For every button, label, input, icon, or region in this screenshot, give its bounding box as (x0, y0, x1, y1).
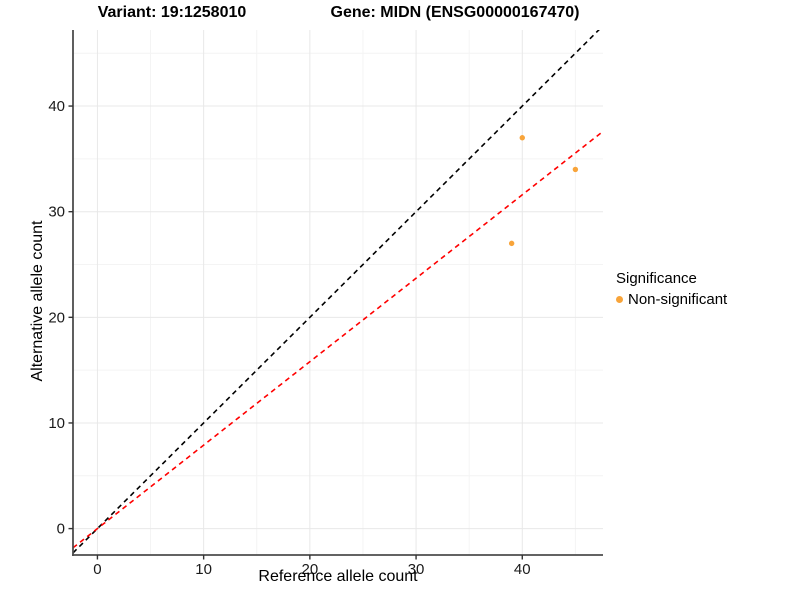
data-point (519, 135, 525, 141)
data-point (508, 240, 515, 247)
y-tick-label: 30 (48, 204, 65, 221)
legend-item: Non-significant (616, 291, 727, 308)
y-axis-title: Alternative allele count (29, 220, 46, 382)
y-tick-label: 40 (48, 98, 65, 115)
legend-item-label: Non-significant (628, 291, 728, 308)
variant-title: Variant: 19:1258010 (97, 4, 247, 21)
x-axis-title: Reference allele count (258, 568, 418, 585)
identity-line (73, 30, 600, 554)
legend: Significance Non-significant (616, 270, 727, 308)
legend-title: Significance (616, 270, 697, 287)
panel-background (73, 30, 603, 555)
y-tick-label: 0 (57, 521, 65, 538)
x-tick-label: 10 (195, 561, 212, 578)
x-tick-label: 0 (93, 561, 101, 578)
x-tick-label: 20 (302, 561, 319, 578)
x-tick-label: 30 (408, 561, 425, 578)
fit-line (73, 130, 603, 549)
gene-title: Gene: MIDN (ENSG00000167470) (330, 4, 580, 21)
y-tick-label: 10 (48, 415, 65, 432)
x-tick-label: 40 (514, 561, 531, 578)
y-tick-label: 20 (48, 309, 65, 326)
data-point (572, 166, 579, 173)
legend-point-icon (616, 296, 623, 303)
